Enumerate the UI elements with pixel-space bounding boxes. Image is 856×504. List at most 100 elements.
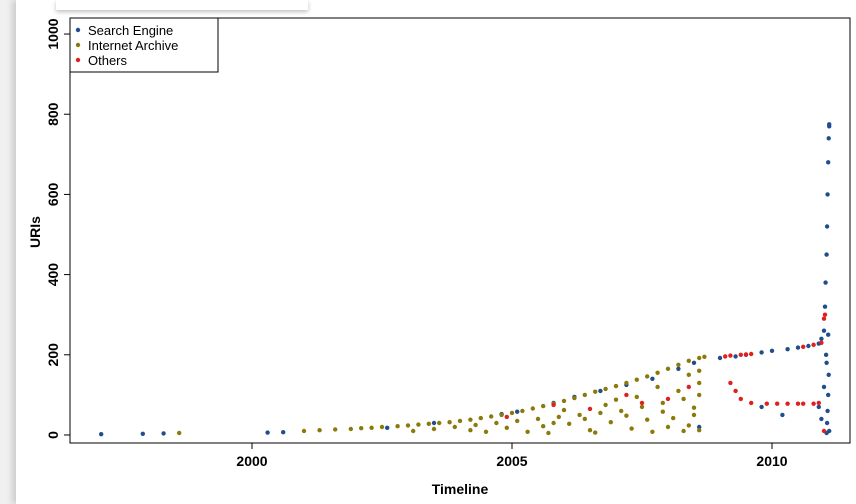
point-internet-archive-1 bbox=[301, 428, 307, 434]
point-search-engine-6 bbox=[431, 420, 437, 426]
point-search-engine-8 bbox=[515, 409, 520, 414]
point-internet-archive-57 bbox=[567, 421, 572, 426]
point-internet-archive-50 bbox=[639, 404, 645, 410]
point-others-20 bbox=[816, 400, 821, 406]
point-internet-archive-61 bbox=[691, 412, 697, 418]
point-internet-archive-15 bbox=[468, 417, 473, 422]
point-search-engine-38 bbox=[824, 420, 830, 426]
x-axis: 2000 2005 2010 bbox=[236, 443, 788, 469]
point-internet-archive-21 bbox=[530, 406, 535, 411]
point-search-engine-48 bbox=[827, 428, 832, 434]
point-others-23 bbox=[819, 340, 824, 345]
point-internet-archive-68 bbox=[603, 402, 608, 408]
point-internet-archive-56 bbox=[541, 424, 546, 429]
point-search-engine-39 bbox=[825, 408, 830, 414]
point-search-engine-45 bbox=[821, 384, 827, 390]
point-search-engine-42 bbox=[823, 352, 829, 357]
point-search-engine-24 bbox=[806, 343, 811, 349]
point-internet-archive-3 bbox=[333, 427, 338, 432]
legend-label-2: Others bbox=[88, 53, 128, 68]
point-others-14 bbox=[764, 401, 769, 406]
point-search-engine-17 bbox=[717, 355, 723, 361]
point-search-engine-47 bbox=[826, 332, 831, 337]
point-internet-archive-74 bbox=[686, 372, 691, 377]
point-search-engine-27 bbox=[821, 328, 827, 333]
point-search-engine-11 bbox=[598, 388, 603, 394]
point-internet-archive-29 bbox=[613, 383, 619, 389]
point-internet-archive-76 bbox=[551, 420, 556, 426]
point-internet-archive-43 bbox=[494, 420, 499, 426]
point-search-engine-1 bbox=[140, 431, 145, 436]
point-others-9 bbox=[749, 351, 754, 357]
point-search-engine-13 bbox=[650, 376, 655, 381]
point-internet-archive-36 bbox=[686, 358, 691, 363]
point-search-engine-28 bbox=[822, 304, 828, 309]
point-search-engine-14 bbox=[676, 366, 681, 371]
point-internet-archive-81 bbox=[483, 429, 489, 434]
point-internet-archive-62 bbox=[525, 429, 530, 434]
legend-marker-2 bbox=[75, 57, 81, 63]
window-tab-strip bbox=[56, 0, 308, 10]
point-internet-archive-16 bbox=[478, 415, 483, 421]
point-search-engine-50 bbox=[780, 412, 785, 418]
point-search-engine-2 bbox=[161, 431, 166, 436]
point-others-1 bbox=[551, 402, 556, 408]
point-internet-archive-41 bbox=[452, 424, 457, 430]
data-points bbox=[99, 122, 832, 437]
point-search-engine-20 bbox=[759, 350, 764, 355]
point-internet-archive-40 bbox=[431, 426, 437, 432]
point-search-engine-31 bbox=[824, 224, 830, 229]
point-internet-archive-14 bbox=[457, 418, 463, 424]
point-internet-archive-75 bbox=[697, 368, 702, 373]
legend-label-0: Search Engine bbox=[88, 23, 173, 38]
point-internet-archive-39 bbox=[411, 428, 416, 434]
point-internet-archive-79 bbox=[660, 409, 665, 414]
point-internet-archive-71 bbox=[697, 380, 702, 386]
point-internet-archive-54 bbox=[468, 428, 473, 433]
point-internet-archive-44 bbox=[515, 418, 520, 424]
point-internet-archive-31 bbox=[634, 377, 639, 382]
point-internet-archive-63 bbox=[587, 428, 593, 433]
point-internet-archive-83 bbox=[593, 430, 598, 435]
point-internet-archive-34 bbox=[665, 366, 671, 371]
point-internet-archive-51 bbox=[660, 400, 665, 406]
point-search-engine-22 bbox=[785, 347, 790, 352]
point-search-engine-40 bbox=[826, 392, 831, 398]
point-others-0 bbox=[504, 414, 509, 420]
point-search-engine-29 bbox=[823, 280, 828, 285]
point-internet-archive-22 bbox=[541, 403, 546, 409]
x-tick-label-1: 2005 bbox=[496, 453, 527, 469]
point-internet-archive-35 bbox=[676, 362, 681, 367]
point-internet-archive-2 bbox=[317, 428, 322, 433]
point-internet-archive-85 bbox=[681, 428, 686, 434]
y-tick-label-4: 800 bbox=[45, 102, 61, 126]
point-internet-archive-80 bbox=[691, 405, 697, 410]
point-internet-archive-20 bbox=[520, 408, 525, 414]
point-internet-archive-42 bbox=[473, 422, 478, 428]
point-internet-archive-84 bbox=[650, 429, 655, 434]
point-search-engine-18 bbox=[733, 354, 738, 359]
legend-label-1: Internet Archive bbox=[88, 38, 178, 53]
point-search-engine-33 bbox=[826, 160, 831, 165]
point-internet-archive-55 bbox=[504, 425, 509, 430]
point-internet-archive-64 bbox=[629, 426, 634, 431]
point-internet-archive-33 bbox=[655, 370, 660, 375]
point-others-24 bbox=[821, 316, 827, 321]
point-internet-archive-6 bbox=[369, 425, 374, 430]
point-search-engine-4 bbox=[281, 430, 286, 435]
point-others-25 bbox=[822, 312, 828, 317]
point-search-engine-23 bbox=[795, 345, 801, 350]
point-search-engine-43 bbox=[819, 416, 824, 422]
point-internet-archive-66 bbox=[686, 423, 691, 428]
point-internet-archive-17 bbox=[489, 414, 494, 419]
point-internet-archive-4 bbox=[348, 426, 353, 432]
point-internet-archive-77 bbox=[582, 416, 587, 422]
point-others-10 bbox=[728, 380, 733, 386]
point-internet-archive-73 bbox=[655, 384, 660, 390]
point-search-engine-15 bbox=[691, 360, 697, 365]
y-axis: 0 200 400 600 800 1000 bbox=[45, 18, 70, 439]
point-internet-archive-69 bbox=[634, 394, 639, 400]
y-tick-label-1: 200 bbox=[45, 343, 61, 367]
legend-marker-0 bbox=[75, 27, 81, 33]
legend-marker-1 bbox=[75, 42, 81, 48]
